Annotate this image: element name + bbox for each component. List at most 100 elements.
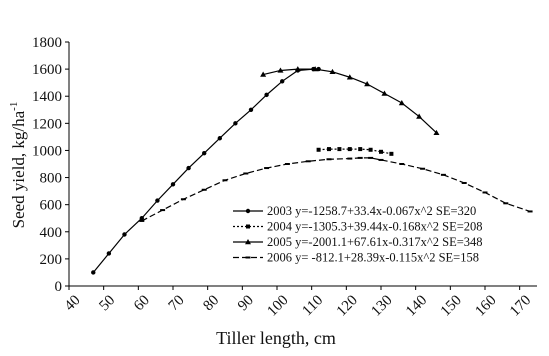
data-point (358, 147, 363, 152)
data-point (420, 167, 426, 170)
data-point (503, 202, 509, 205)
data-point (378, 158, 384, 161)
data-point (180, 198, 186, 201)
y-axis-title: Seed yield, kg/ha-1 (8, 102, 28, 229)
legend-entry: 2004 y=-1305.3+39.44x-0.168x^2 SE=208 (233, 220, 483, 234)
series-layer (91, 66, 533, 275)
data-point (416, 113, 423, 119)
data-point (170, 182, 176, 187)
data-point (233, 121, 238, 126)
data-point (326, 158, 332, 161)
data-point (284, 163, 290, 165)
data-point (243, 172, 249, 175)
x-tick-label: 70 (166, 292, 188, 314)
y-tick-label: 1000 (32, 143, 62, 159)
x-tick-label: 110 (299, 292, 326, 319)
data-point (346, 74, 353, 80)
data-point (245, 208, 251, 214)
x-tick-label: 150 (438, 292, 465, 319)
data-point (527, 210, 533, 213)
y-tick-label: 1400 (32, 89, 62, 105)
data-point (368, 147, 373, 152)
series-3 (260, 66, 440, 136)
y-tick-label: 1600 (32, 62, 62, 78)
data-point (316, 147, 321, 152)
legend: 2003 y=-1258.7+33.4x-0.067x^2 SE=320 2004… (233, 204, 483, 265)
data-point (155, 198, 160, 203)
y-tick-label: 800 (40, 171, 63, 187)
data-point (347, 147, 352, 152)
x-tick-label: 140 (403, 292, 430, 319)
legend-entry: 2006 y= -812.1+28.39x-0.115x^2 SE=158 (233, 251, 479, 265)
data-point (312, 66, 319, 72)
x-tick-label: 160 (472, 292, 499, 319)
data-point (482, 191, 488, 194)
y-axis-title-main: Seed yield, kg/ha (9, 110, 28, 228)
data-point (139, 219, 145, 222)
y-tick-label: 1200 (32, 116, 62, 132)
x-tick-label: 170 (507, 292, 534, 319)
data-point (329, 68, 336, 75)
data-point (160, 209, 166, 212)
data-point (389, 151, 394, 156)
data-point (368, 156, 374, 159)
legend-entry: 2005 y=-2001.1+67.61x-0.317x^2 SE=348 (233, 235, 483, 249)
data-point (277, 67, 284, 73)
x-tick-label: 100 (264, 292, 291, 319)
legend-label: 2006 y= -812.1+28.39x-0.115x^2 SE=158 (267, 251, 479, 265)
data-point (357, 156, 363, 159)
x-tick-label: 120 (334, 292, 361, 319)
data-point (202, 150, 207, 156)
series-2 (316, 147, 394, 156)
data-point (245, 256, 251, 259)
x-axis-title: Tiller length, cm (216, 328, 336, 348)
y-axis-title-superscript: -1 (8, 102, 20, 111)
y-tick-label: 200 (40, 252, 63, 268)
data-point (106, 251, 112, 256)
data-point (461, 181, 467, 184)
data-point (433, 129, 440, 136)
data-point (201, 188, 207, 191)
data-point (398, 100, 405, 106)
data-point (246, 224, 250, 229)
data-point (260, 71, 267, 77)
data-point (294, 66, 301, 72)
x-tick-label: 50 (96, 292, 118, 314)
x-tick-label: 40 (62, 292, 84, 314)
data-point (91, 270, 96, 275)
axes: 0 200 400 600 800 1000 1200 1400 1600 1800 40 50 60 7… (32, 35, 537, 320)
data-point (347, 157, 353, 160)
x-tick-label: 80 (200, 292, 222, 314)
data-point (122, 232, 127, 237)
data-point (264, 92, 269, 98)
data-point (280, 79, 285, 84)
data-point (440, 173, 446, 176)
data-point (264, 167, 270, 170)
legend-label: 2003 y=-1258.7+33.4x-0.067x^2 SE=320 (267, 204, 476, 218)
data-point (379, 149, 383, 154)
data-point (337, 147, 342, 152)
y-tick-label: 600 (40, 198, 63, 214)
y-tick-label: 400 (40, 225, 63, 241)
data-point (327, 147, 331, 152)
data-point (248, 107, 254, 112)
data-point (139, 216, 144, 221)
legend-entry: 2003 y=-1258.7+33.4x-0.067x^2 SE=320 (233, 204, 476, 218)
y-tick-label: 1800 (32, 35, 62, 51)
x-tick-label: 60 (131, 292, 153, 314)
series-4 (139, 156, 533, 222)
legend-label: 2004 y=-1305.3+39.44x-0.168x^2 SE=208 (267, 220, 483, 234)
x-tick-label: 90 (235, 292, 257, 314)
data-point (305, 160, 311, 163)
data-point (222, 179, 228, 182)
data-point (245, 239, 251, 245)
data-point (217, 136, 222, 141)
data-point (186, 165, 191, 171)
data-point (381, 90, 388, 96)
x-tick-label: 130 (368, 292, 395, 319)
data-point (364, 81, 371, 87)
legend-label: 2005 y=-2001.1+67.61x-0.317x^2 SE=348 (267, 235, 483, 249)
series-line (92, 68, 319, 273)
